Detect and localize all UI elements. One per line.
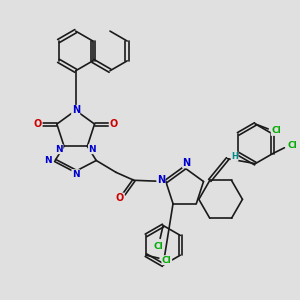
Text: Cl: Cl (162, 256, 172, 265)
Text: N: N (55, 145, 63, 154)
Text: Cl: Cl (287, 141, 297, 150)
Text: Cl: Cl (271, 126, 281, 135)
Text: N: N (72, 105, 80, 116)
Text: N: N (72, 170, 80, 179)
Text: O: O (109, 119, 118, 129)
Text: N: N (44, 156, 52, 165)
Text: O: O (34, 119, 42, 129)
Text: N: N (183, 158, 191, 168)
Text: O: O (116, 193, 124, 203)
Text: H: H (231, 152, 238, 161)
Text: Cl: Cl (153, 242, 163, 251)
Text: N: N (157, 175, 165, 184)
Text: N: N (88, 145, 96, 154)
